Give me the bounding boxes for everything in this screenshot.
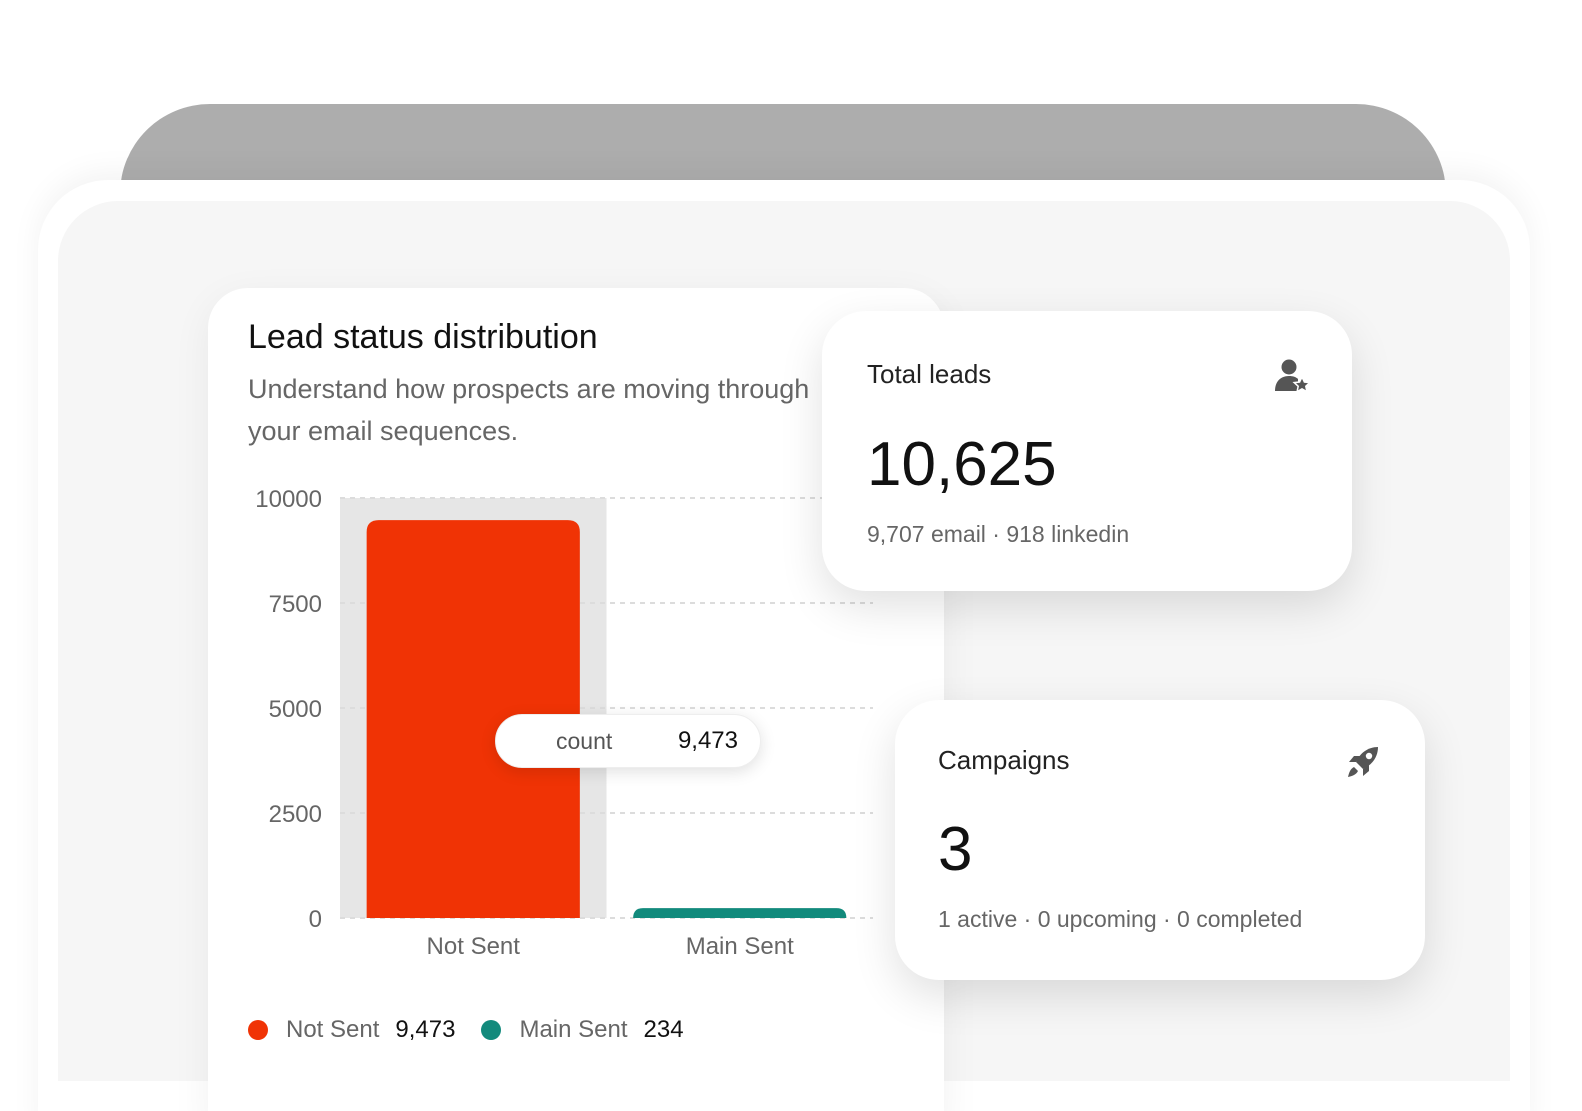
- tooltip-label: count: [556, 728, 613, 754]
- user-star-icon: [1272, 357, 1312, 402]
- y-tick-label: 2500: [269, 801, 322, 828]
- tooltip-value: 9,473: [677, 727, 738, 754]
- y-tick-label: 0: [309, 906, 322, 933]
- x-tick-label: Not Sent: [427, 933, 521, 960]
- lead-status-bar-chart: 0 2500 5000 7500 10000 Not Sent Main Sent: [255, 486, 873, 960]
- total-leads-label: Total leads: [867, 359, 992, 389]
- chart-title: Lead status distribution: [248, 318, 598, 356]
- total-leads-breakdown: 9,707 email · 918 linkedin: [867, 521, 1130, 547]
- chart-legend: Not Sent 9,473 Main Sent 234: [248, 1016, 710, 1044]
- legend-label-not-sent: Not Sent: [286, 1016, 380, 1043]
- x-tick-label: Main Sent: [686, 933, 794, 960]
- chart-tooltip: count 9,473: [495, 714, 761, 768]
- y-tick-label: 7500: [269, 591, 322, 618]
- legend-value-main-sent: 234: [643, 1016, 684, 1043]
- campaigns-value: 3: [938, 815, 973, 884]
- y-tick-label: 10000: [255, 486, 322, 513]
- lead-status-card: Lead status distribution Understand how …: [208, 288, 944, 1111]
- rocket-icon: [1343, 742, 1383, 787]
- total-leads-card: Total leads 10,625 9,707 email · 918 lin…: [822, 311, 1352, 591]
- campaigns-label: Campaigns: [938, 745, 1070, 775]
- legend-dot-not-sent: [248, 1020, 268, 1040]
- bar-main-sent: [633, 908, 847, 918]
- bar-not-sent: [366, 520, 580, 918]
- campaigns-breakdown: 1 active · 0 upcoming · 0 completed: [938, 906, 1303, 932]
- chart-subtitle: Understand how prospects are moving thro…: [248, 374, 810, 446]
- total-leads-value: 10,625: [867, 430, 1057, 499]
- y-tick-label: 5000: [269, 696, 322, 723]
- legend-value-not-sent: 9,473: [395, 1016, 456, 1043]
- campaigns-card: Campaigns 3 1 active · 0 upcoming · 0 co…: [895, 700, 1425, 980]
- legend-dot-main-sent: [481, 1020, 502, 1040]
- legend-label-main-sent: Main Sent: [519, 1016, 628, 1043]
